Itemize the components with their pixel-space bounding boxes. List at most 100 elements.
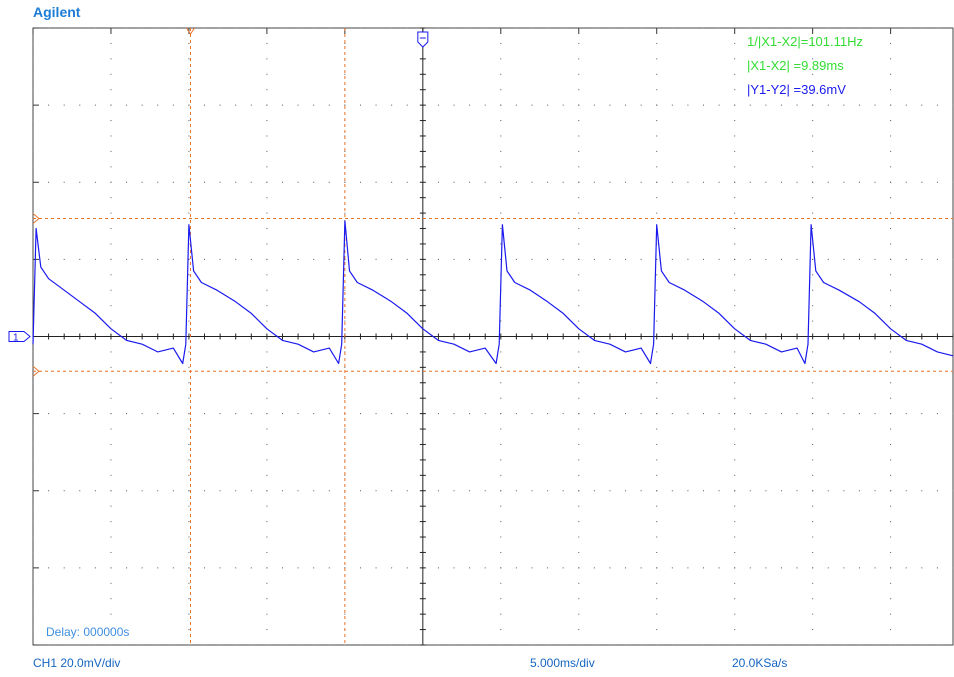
grid-dot bbox=[157, 181, 159, 183]
grid-dot bbox=[453, 104, 455, 106]
grid-dot bbox=[32, 459, 34, 461]
grid-dot bbox=[110, 490, 112, 492]
trigger-marker-icon bbox=[417, 31, 429, 48]
grid-dot bbox=[765, 258, 767, 260]
grid-dot bbox=[250, 413, 252, 415]
grid-dot bbox=[188, 104, 190, 106]
grid-dot bbox=[281, 104, 283, 106]
grid-dot bbox=[32, 58, 34, 60]
grid-dot bbox=[500, 58, 502, 60]
grid-dot bbox=[313, 27, 315, 29]
grid-dot bbox=[843, 104, 845, 106]
grid-dot bbox=[578, 644, 580, 646]
grid-dot bbox=[936, 258, 938, 260]
grid-dot bbox=[204, 413, 206, 415]
grid-dot bbox=[157, 104, 159, 106]
grid-dot bbox=[391, 258, 393, 260]
grid-dot bbox=[890, 366, 892, 368]
grid-dot bbox=[593, 258, 595, 260]
grid-dot bbox=[593, 181, 595, 183]
grid-dot bbox=[500, 397, 502, 399]
grid-dot bbox=[578, 197, 580, 199]
grid-dot bbox=[531, 490, 533, 492]
grid-dot bbox=[718, 104, 720, 106]
grid-dot bbox=[32, 274, 34, 276]
grid-dot bbox=[110, 320, 112, 322]
grid-dot bbox=[671, 258, 673, 260]
delay-readout: Delay: 000000s bbox=[46, 625, 130, 639]
grid-dot bbox=[578, 73, 580, 75]
grid-dot bbox=[578, 289, 580, 291]
grid-dot bbox=[687, 413, 689, 415]
grid-dot bbox=[874, 181, 876, 183]
grid-dot bbox=[890, 551, 892, 553]
grid-dot bbox=[796, 490, 798, 492]
grid-dot bbox=[780, 258, 782, 260]
grid-dot bbox=[858, 258, 860, 260]
grid-dot bbox=[110, 582, 112, 584]
grid-dot bbox=[391, 104, 393, 106]
grid-dot bbox=[250, 27, 252, 29]
grid-dot bbox=[500, 73, 502, 75]
grid-dot bbox=[812, 521, 814, 523]
grid-dot bbox=[609, 27, 611, 29]
grid-dot bbox=[110, 135, 112, 137]
grid-dot bbox=[547, 644, 549, 646]
grid-dot bbox=[625, 413, 627, 415]
grid-dot bbox=[905, 27, 907, 29]
grid-dot bbox=[812, 474, 814, 476]
grid-dot bbox=[890, 413, 892, 415]
grid-dot bbox=[266, 366, 268, 368]
grid-dot bbox=[500, 459, 502, 461]
grid-dot bbox=[578, 135, 580, 137]
grid-dot bbox=[547, 258, 549, 260]
grid-dot bbox=[578, 274, 580, 276]
grid-dot bbox=[437, 644, 439, 646]
grid-dot bbox=[110, 243, 112, 245]
grid-dot bbox=[578, 536, 580, 538]
grid-dot bbox=[32, 598, 34, 600]
grid-dot bbox=[890, 521, 892, 523]
grid-dot bbox=[734, 443, 736, 445]
grid-dot bbox=[625, 27, 627, 29]
grid-dot bbox=[188, 258, 190, 260]
grid-dot bbox=[297, 27, 299, 29]
grid-dot bbox=[687, 644, 689, 646]
grid-dot bbox=[858, 490, 860, 492]
grid-dot bbox=[578, 243, 580, 245]
grid-dot bbox=[578, 505, 580, 507]
grid-dot bbox=[718, 490, 720, 492]
grid-dot bbox=[344, 644, 346, 646]
grid-dot bbox=[32, 289, 34, 291]
grid-dot bbox=[328, 27, 330, 29]
grid-dot bbox=[656, 536, 658, 538]
grid-dot bbox=[656, 258, 658, 260]
grid-dot bbox=[94, 567, 96, 569]
grid-dot bbox=[126, 567, 128, 569]
grid-dot bbox=[500, 181, 502, 183]
grid-dot bbox=[734, 474, 736, 476]
grid-dot bbox=[266, 644, 268, 646]
grid-dot bbox=[219, 104, 221, 106]
grid-dot bbox=[48, 413, 50, 415]
grid-dot bbox=[32, 135, 34, 137]
grid-dot bbox=[110, 150, 112, 152]
grid-dot bbox=[578, 629, 580, 631]
grid-dot bbox=[703, 27, 705, 29]
grid-dot bbox=[375, 567, 377, 569]
grid-dot bbox=[812, 42, 814, 44]
grid-dot bbox=[578, 120, 580, 122]
grid-dot bbox=[703, 490, 705, 492]
grid-dot bbox=[905, 413, 907, 415]
grid-dot bbox=[500, 413, 502, 415]
marker-layer: 1 bbox=[8, 27, 429, 377]
grid-dot bbox=[796, 567, 798, 569]
grid-dot bbox=[578, 474, 580, 476]
grid-dot bbox=[578, 181, 580, 183]
grid-dot bbox=[453, 567, 455, 569]
grid-dot bbox=[110, 58, 112, 60]
grid-dot bbox=[780, 490, 782, 492]
grid-dot bbox=[890, 598, 892, 600]
grid-dot bbox=[812, 305, 814, 307]
grid-dot bbox=[469, 644, 471, 646]
